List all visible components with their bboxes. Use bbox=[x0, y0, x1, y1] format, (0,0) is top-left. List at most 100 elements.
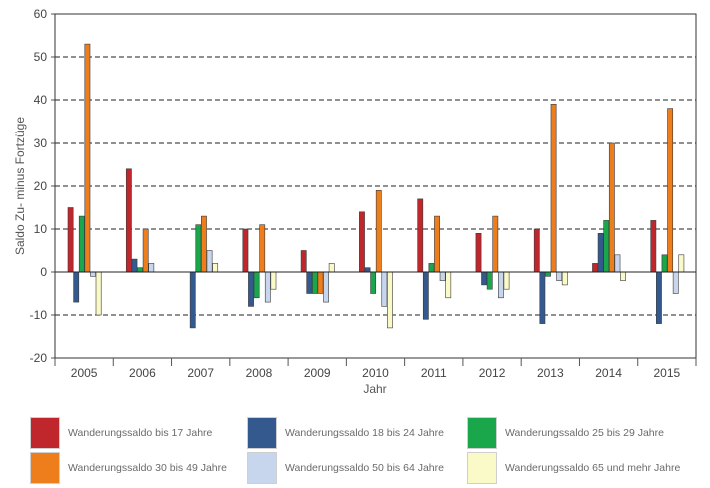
bars bbox=[67, 43, 685, 329]
bar-2009-series-2 bbox=[306, 271, 313, 294]
bar-2010-series-1 bbox=[359, 211, 365, 273]
bar-2005-series-5 bbox=[90, 271, 96, 277]
bar-2014-series-5 bbox=[614, 254, 621, 273]
y-axis-title: Saldo Zu- minus Fortzüge bbox=[13, 117, 27, 255]
legend-label: Wanderungssaldo 65 und mehr Jahre bbox=[505, 462, 681, 474]
legend-swatch bbox=[247, 452, 277, 484]
bar-2014-series-3 bbox=[603, 220, 610, 273]
bar-2011-series-1 bbox=[417, 198, 424, 273]
legend-swatch bbox=[467, 452, 497, 484]
bar-2006-series-3 bbox=[137, 267, 143, 273]
legend-label: Wanderungssaldo 18 bis 24 Jahre bbox=[285, 427, 444, 439]
legend-label: Wanderungssaldo 25 bis 29 Jahre bbox=[505, 427, 664, 439]
legend-swatch bbox=[30, 452, 60, 484]
bar-2012-series-5 bbox=[498, 271, 504, 299]
bar-2015-series-5 bbox=[672, 271, 679, 294]
bar-2008-series-6 bbox=[270, 271, 277, 290]
y-tick-label: 0 bbox=[40, 265, 47, 279]
x-tick-label: 2011 bbox=[421, 366, 447, 380]
bar-2009-series-5 bbox=[323, 271, 329, 303]
grid-lines bbox=[55, 56, 696, 316]
x-tick-label: 2008 bbox=[246, 366, 273, 380]
y-tick-label: 40 bbox=[34, 93, 48, 107]
bar-2006-series-5 bbox=[148, 263, 155, 273]
legend-item: Wanderungssaldo 30 bis 49 Jahre bbox=[30, 452, 227, 484]
legend-swatch bbox=[247, 417, 277, 449]
bar-2006-series-1 bbox=[125, 168, 132, 273]
bar-2005-series-6 bbox=[95, 271, 102, 316]
bar-2007-series-5 bbox=[206, 250, 213, 273]
bar-2011-series-2 bbox=[422, 271, 429, 320]
bar-2014-series-6 bbox=[620, 271, 626, 281]
bar-2012-series-2 bbox=[481, 271, 488, 286]
bar-2007-series-6 bbox=[212, 263, 219, 273]
bar-2005-series-2 bbox=[73, 271, 80, 303]
bar-2013-series-5 bbox=[556, 271, 563, 281]
legend-swatch bbox=[467, 417, 497, 449]
bar-2013-series-4 bbox=[550, 104, 557, 273]
bar-2011-series-5 bbox=[439, 271, 446, 281]
bar-2010-series-5 bbox=[381, 271, 388, 307]
x-tick-label: 2009 bbox=[304, 366, 331, 380]
tick-labels: -20 -10 0 10 20 30 40 50 60 2005 2006 2007 2008 2009 2… bbox=[30, 7, 681, 380]
bar-2013-series-1 bbox=[533, 228, 540, 273]
x-tick-label: 2015 bbox=[654, 366, 681, 380]
legend-item: Wanderungssaldo bis 17 Jahre bbox=[30, 417, 212, 449]
legend-label: Wanderungssaldo 50 bis 64 Jahre bbox=[285, 462, 444, 474]
bar-2012-series-4 bbox=[492, 215, 499, 273]
bar-2014-series-4 bbox=[608, 142, 615, 273]
bar-chart: -20 -10 0 10 20 30 40 50 60 2005 2006 2007 2008 2009 2… bbox=[13, 7, 697, 396]
bar-2007-series-4 bbox=[201, 215, 207, 273]
y-tick-label: 50 bbox=[34, 50, 48, 64]
bar-2011-series-6 bbox=[445, 271, 452, 299]
bar-2010-series-3 bbox=[370, 271, 377, 294]
bar-2007-series-3 bbox=[195, 224, 202, 273]
bar-2007-series-2 bbox=[189, 271, 196, 329]
bar-2006-series-4 bbox=[142, 228, 149, 273]
axes bbox=[51, 13, 697, 366]
legend-label: Wanderungssaldo 30 bis 49 Jahre bbox=[68, 462, 227, 474]
bar-2013-series-2 bbox=[539, 271, 546, 324]
bar-2015-series-1 bbox=[650, 220, 657, 273]
plot-frame bbox=[54, 13, 697, 359]
bar-2008-series-2 bbox=[248, 271, 254, 307]
legend-item: Wanderungssaldo 50 bis 64 Jahre bbox=[247, 452, 444, 484]
bar-2009-series-4 bbox=[317, 271, 324, 294]
bar-2011-series-4 bbox=[434, 215, 440, 273]
bar-2014-series-2 bbox=[597, 233, 604, 273]
bar-2012-series-6 bbox=[503, 271, 510, 290]
x-tick-label: 2014 bbox=[595, 366, 622, 380]
x-tick-label: 2012 bbox=[479, 366, 506, 380]
bar-2010-series-6 bbox=[387, 271, 393, 329]
bar-2015-series-4 bbox=[667, 108, 674, 273]
legend-item: Wanderungssaldo 25 bis 29 Jahre bbox=[467, 417, 664, 449]
bar-2005-series-3 bbox=[78, 215, 85, 273]
bar-2012-series-3 bbox=[486, 271, 493, 290]
x-axis-title: Jahr bbox=[363, 382, 386, 396]
bar-2013-series-6 bbox=[561, 271, 568, 286]
bar-2005-series-4 bbox=[84, 43, 91, 273]
x-tick-label: 2006 bbox=[129, 366, 156, 380]
y-tick-label: 60 bbox=[34, 7, 48, 21]
bar-2005-series-1 bbox=[67, 207, 74, 273]
bar-2015-series-6 bbox=[678, 254, 685, 273]
bar-2006-series-2 bbox=[131, 258, 138, 273]
y-tick-label: -10 bbox=[30, 308, 48, 322]
bar-2008-series-1 bbox=[242, 228, 249, 273]
bar-2014-series-1 bbox=[592, 263, 598, 273]
bar-2015-series-3 bbox=[661, 254, 668, 273]
bar-2009-series-3 bbox=[311, 271, 318, 294]
bar-2009-series-1 bbox=[300, 250, 307, 273]
bar-2008-series-4 bbox=[259, 224, 266, 273]
y-tick-label: 20 bbox=[34, 179, 48, 193]
x-tick-label: 2005 bbox=[71, 366, 98, 380]
legend-item: Wanderungssaldo 65 und mehr Jahre bbox=[467, 452, 680, 484]
y-tick-label: 10 bbox=[34, 222, 48, 236]
bar-2013-series-3 bbox=[545, 271, 551, 277]
legend-label: Wanderungssaldo bis 17 Jahre bbox=[68, 427, 213, 439]
bar-2015-series-2 bbox=[656, 271, 662, 324]
bar-2010-series-2 bbox=[364, 267, 371, 273]
x-tick-label: 2010 bbox=[362, 366, 389, 380]
bar-2008-series-3 bbox=[253, 271, 260, 299]
legend-item: Wanderungssaldo 18 bis 24 Jahre bbox=[247, 417, 444, 449]
